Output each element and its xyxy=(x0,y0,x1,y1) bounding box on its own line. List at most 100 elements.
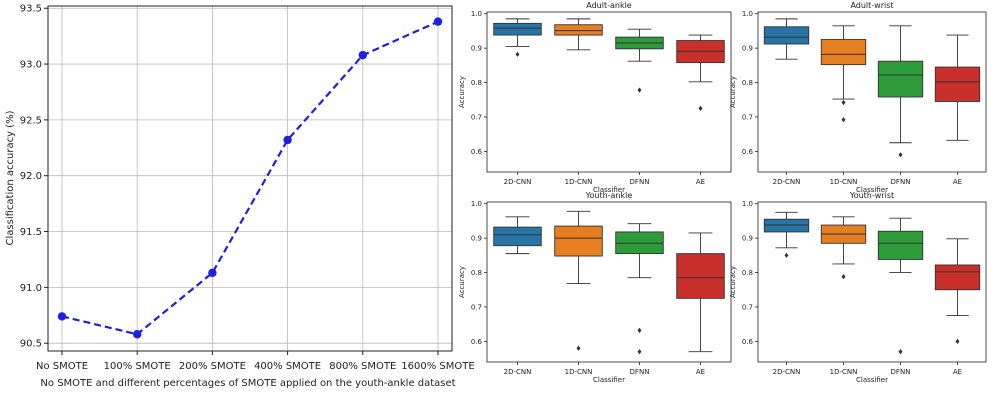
panel-title: Adult-ankle xyxy=(586,1,632,10)
smote-line-chart: 90.5 91.0 91.5 92.0 92.5 93.0 93.5 No SMOTE 100… xyxy=(5,4,475,389)
panel-x-tick-label-ae: AE xyxy=(953,178,962,186)
box-body xyxy=(820,39,867,66)
panel-y-tick-label: 1.0 xyxy=(742,200,753,208)
box-1d-cnn xyxy=(820,216,867,280)
box-dfnn xyxy=(877,217,924,355)
boxplot-panel-adult-wrist: Adult-wrist 0.6 0.7 0.8 0.9 1.0 Accuracy 2D-CNN… xyxy=(729,1,987,194)
panel-y-tick-label: 0.6 xyxy=(471,148,483,156)
outlier-marker xyxy=(898,349,903,355)
panel-y-tick-label: 0.7 xyxy=(742,303,753,311)
line-x-tick-label-200-smote: 200% SMOTE xyxy=(179,361,246,372)
panel-frame xyxy=(486,11,732,173)
panel-y-tick-label: 0.7 xyxy=(471,303,482,311)
panel-title: Youth-ankle xyxy=(585,191,633,200)
panel-y-axis-label: Accuracy xyxy=(729,76,737,108)
outlier-marker xyxy=(637,87,642,93)
box-body xyxy=(763,26,810,45)
panel-y-axis-label: Accuracy xyxy=(729,266,737,298)
panel-frame xyxy=(757,11,987,173)
line-point-800-smote xyxy=(358,50,367,60)
panel-y-tick-label: 0.9 xyxy=(742,235,753,243)
box-ae xyxy=(676,232,725,353)
panel-y-tick-label: 0.6 xyxy=(471,338,483,346)
panel-y-tick-label: 0.6 xyxy=(742,148,754,156)
line-point-200-smote xyxy=(208,268,217,278)
outlier-marker xyxy=(515,51,520,57)
boxplot-panel-youth-wrist: Youth-wrist 0.6 0.7 0.8 0.9 1.0 Accuracy 2D-CNN… xyxy=(729,191,987,384)
panel-title: Adult-wrist xyxy=(850,1,893,10)
line-gridlines xyxy=(48,6,452,351)
line-y-tick-label: 91.0 xyxy=(20,283,42,294)
panel-frame xyxy=(757,201,987,363)
panel-x-tick-label-2d-cnn: 2D-CNN xyxy=(773,368,801,376)
box-body xyxy=(615,231,664,255)
panel-y-tick-label: 1.0 xyxy=(471,10,482,18)
panel-y-tick-label: 0.8 xyxy=(742,79,753,87)
panel-y-tick-label: 0.9 xyxy=(742,45,753,53)
box-body xyxy=(934,264,981,291)
line-y-tick-label: 90.5 xyxy=(20,339,42,350)
panel-x-tick-label-2d-cnn: 2D-CNN xyxy=(504,368,532,376)
outlier-marker xyxy=(841,99,846,106)
outlier-marker xyxy=(637,327,642,333)
panel-x-tick-label-1d-cnn: 1D-CNN xyxy=(830,368,858,376)
box-2d-cnn xyxy=(493,18,542,57)
line-y-tick-label: 91.5 xyxy=(20,227,42,238)
box-dfnn xyxy=(877,25,924,158)
line-x-axis-label: No SMOTE and different percentages of SM… xyxy=(40,378,455,389)
line-x-tick-label-no-smote: No SMOTE xyxy=(36,361,88,372)
box-2d-cnn xyxy=(763,211,810,258)
panel-x-tick-label-1d-cnn: 1D-CNN xyxy=(565,178,593,186)
outlier-marker xyxy=(841,274,846,280)
panel-x-tick-label-2d-cnn: 2D-CNN xyxy=(773,178,801,186)
line-series-path xyxy=(61,20,439,336)
box-body xyxy=(934,66,981,102)
panel-y-axis-label: Accuracy xyxy=(458,266,466,298)
panel-y-tick-label: 1.0 xyxy=(742,10,753,18)
outlier-marker xyxy=(955,338,960,344)
panel-x-tick-label-dfnn: DFNN xyxy=(630,178,650,186)
box-ae xyxy=(934,34,981,141)
panel-x-axis-label: Classifier xyxy=(593,186,625,194)
box-2d-cnn xyxy=(493,216,542,255)
panel-x-tick-label-2d-cnn: 2D-CNN xyxy=(504,178,532,186)
boxplot-panel-youth-ankle: Youth-ankle 0.6 0.7 0.8 0.9 1.0 Accuracy 2D-CNN… xyxy=(458,191,732,384)
box-body xyxy=(554,24,603,36)
line-x-tick-label-400-smote: 400% SMOTE xyxy=(254,361,321,372)
box-dfnn xyxy=(615,223,664,355)
boxplot-panel-adult-ankle: Adult-ankle 0.6 0.7 0.8 0.9 1.0 Accuracy 2D-CNN… xyxy=(458,1,732,194)
panel-x-tick-label-ae: AE xyxy=(696,178,705,186)
box-1d-cnn xyxy=(554,210,603,351)
panel-x-tick-label-dfnn: DFNN xyxy=(891,368,911,376)
outlier-marker xyxy=(898,152,903,158)
outlier-marker xyxy=(637,349,642,355)
panel-x-tick-label-ae: AE xyxy=(953,368,962,376)
outlier-marker xyxy=(576,345,581,351)
line-x-tick-label-1600-smote: 1600% SMOTE xyxy=(401,361,474,372)
panel-y-tick-label: 0.8 xyxy=(742,269,753,277)
panel-frame xyxy=(486,201,732,363)
outlier-marker xyxy=(784,252,789,258)
box-ae xyxy=(676,34,725,111)
box-body xyxy=(877,230,924,260)
line-plot-frame xyxy=(47,5,453,352)
outlier-marker xyxy=(841,117,846,123)
panel-x-tick-label-dfnn: DFNN xyxy=(891,178,911,186)
panel-y-tick-label: 0.6 xyxy=(742,338,754,346)
line-y-tick-label: 93.0 xyxy=(20,60,42,71)
line-x-tick-label-100-smote: 100% SMOTE xyxy=(104,361,171,372)
panel-x-tick-label-ae: AE xyxy=(696,368,705,376)
box-2d-cnn xyxy=(763,18,810,60)
box-body xyxy=(554,225,603,257)
line-series-points xyxy=(57,17,443,339)
panel-x-tick-label-1d-cnn: 1D-CNN xyxy=(830,178,858,186)
box-body xyxy=(763,218,810,233)
box-body xyxy=(493,22,542,36)
panel-y-tick-label: 0.8 xyxy=(471,79,482,87)
panel-x-tick-label-dfnn: DFNN xyxy=(630,368,650,376)
box-ae xyxy=(934,238,981,344)
panel-y-tick-label: 0.7 xyxy=(471,113,482,121)
line-y-tick-label: 92.0 xyxy=(20,171,42,182)
panel-y-tick-label: 0.8 xyxy=(471,269,482,277)
